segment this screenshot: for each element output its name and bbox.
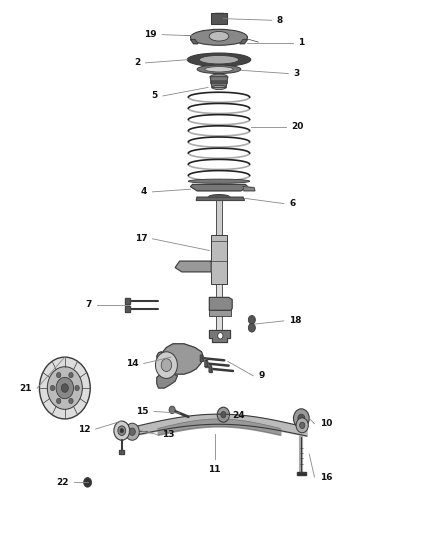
Text: 11: 11: [208, 465, 221, 474]
Ellipse shape: [191, 29, 247, 45]
Polygon shape: [209, 297, 232, 310]
Text: 15: 15: [136, 407, 149, 416]
Circle shape: [47, 367, 82, 409]
Text: 6: 6: [289, 199, 295, 208]
Circle shape: [169, 406, 175, 414]
Polygon shape: [157, 344, 204, 374]
Text: 22: 22: [56, 478, 68, 487]
Polygon shape: [191, 184, 247, 191]
Polygon shape: [175, 261, 211, 272]
Ellipse shape: [187, 53, 251, 67]
FancyBboxPatch shape: [211, 13, 227, 24]
Circle shape: [61, 384, 68, 392]
Text: 2: 2: [134, 59, 140, 67]
Circle shape: [300, 422, 305, 429]
Circle shape: [248, 324, 255, 332]
Circle shape: [221, 411, 226, 418]
Circle shape: [120, 429, 124, 433]
Circle shape: [39, 357, 90, 419]
Text: 19: 19: [144, 30, 157, 39]
Polygon shape: [210, 77, 228, 87]
Circle shape: [218, 333, 223, 339]
Circle shape: [293, 409, 309, 428]
Polygon shape: [209, 366, 212, 372]
Circle shape: [50, 385, 55, 391]
Text: 8: 8: [277, 16, 283, 25]
Text: 20: 20: [291, 123, 303, 131]
Circle shape: [75, 385, 79, 391]
Ellipse shape: [205, 67, 233, 72]
Circle shape: [298, 414, 305, 423]
Text: 12: 12: [78, 425, 90, 433]
Polygon shape: [200, 355, 203, 361]
Text: 24: 24: [232, 411, 245, 420]
FancyBboxPatch shape: [216, 284, 222, 336]
Circle shape: [57, 398, 61, 403]
Polygon shape: [240, 39, 247, 44]
Circle shape: [217, 407, 230, 422]
Ellipse shape: [197, 65, 241, 74]
Text: 16: 16: [320, 473, 332, 481]
Circle shape: [57, 373, 61, 378]
Ellipse shape: [209, 31, 229, 41]
Polygon shape: [196, 197, 244, 200]
Ellipse shape: [208, 195, 230, 200]
Text: 4: 4: [141, 188, 147, 196]
Polygon shape: [157, 373, 177, 388]
Circle shape: [114, 421, 130, 440]
Circle shape: [129, 428, 135, 435]
Ellipse shape: [210, 74, 228, 79]
Polygon shape: [125, 306, 130, 312]
Polygon shape: [191, 39, 198, 44]
Circle shape: [125, 423, 139, 440]
Circle shape: [155, 352, 177, 378]
Circle shape: [69, 398, 73, 403]
Text: 13: 13: [162, 430, 175, 439]
FancyBboxPatch shape: [211, 235, 227, 284]
Circle shape: [56, 377, 74, 399]
Ellipse shape: [188, 179, 250, 183]
Polygon shape: [119, 450, 124, 454]
FancyBboxPatch shape: [209, 310, 231, 316]
Ellipse shape: [199, 55, 239, 64]
Text: 17: 17: [134, 235, 147, 243]
Polygon shape: [125, 298, 130, 304]
Text: 18: 18: [289, 317, 302, 325]
Text: 9: 9: [258, 372, 265, 380]
Text: 14: 14: [126, 359, 138, 368]
Circle shape: [69, 373, 73, 378]
Polygon shape: [211, 81, 227, 83]
Text: 10: 10: [320, 419, 332, 428]
Text: 7: 7: [85, 301, 92, 309]
Text: 3: 3: [293, 69, 300, 78]
Circle shape: [161, 359, 172, 372]
Text: 1: 1: [298, 38, 304, 47]
Polygon shape: [297, 472, 306, 475]
FancyBboxPatch shape: [216, 198, 222, 235]
Polygon shape: [243, 187, 255, 191]
Circle shape: [248, 316, 255, 324]
Circle shape: [296, 418, 308, 433]
Polygon shape: [209, 330, 230, 342]
Text: 5: 5: [152, 92, 158, 100]
Circle shape: [84, 478, 92, 487]
Text: 21: 21: [19, 384, 32, 392]
Circle shape: [118, 426, 126, 435]
Ellipse shape: [212, 85, 226, 90]
Polygon shape: [205, 360, 208, 367]
